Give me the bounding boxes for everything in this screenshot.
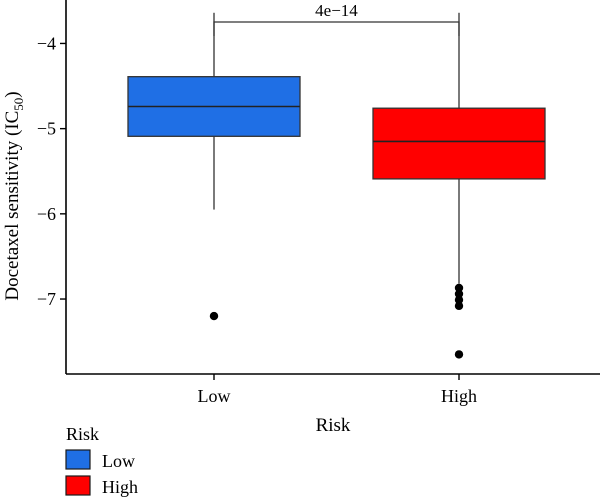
- legend-label-low: Low: [102, 451, 135, 471]
- y-tick-label: −4: [37, 33, 56, 53]
- y-tick-label: −5: [37, 119, 56, 139]
- y-axis-title-close: ): [2, 91, 23, 97]
- y-axis-title-main: Docetaxel sensitivity (IC: [2, 111, 23, 301]
- p-value-label: 4e−14: [315, 1, 358, 20]
- legend: Risk Low High: [65, 424, 138, 497]
- box-body: [372, 107, 546, 180]
- outlier-point: [454, 350, 464, 359]
- outlier-point: [454, 283, 464, 293]
- y-tick-label: −7: [37, 289, 56, 309]
- x-tick-label: High: [441, 386, 477, 406]
- outlier-point: [454, 295, 464, 305]
- y-axis: −4 −5 −6 −7: [37, 0, 67, 374]
- box-low: [127, 12, 301, 321]
- x-axis: Low High: [66, 373, 600, 406]
- box-series: [127, 12, 546, 359]
- y-axis-title-subscript: 50: [11, 98, 26, 111]
- legend-swatch-high: [65, 475, 91, 496]
- outlier-point: [454, 301, 464, 311]
- outlier-point: [454, 289, 464, 299]
- bracket-line: [213, 21, 460, 36]
- legend-swatch-low: [65, 449, 91, 470]
- box-high: [372, 12, 546, 359]
- y-tick-label: −6: [37, 204, 56, 224]
- legend-title: Risk: [66, 424, 99, 444]
- x-axis-title: Risk: [316, 415, 351, 436]
- legend-label-high: High: [102, 477, 138, 497]
- x-tick-label: Low: [198, 386, 231, 406]
- outlier-point: [209, 311, 219, 321]
- comparison-bracket: 4e−14: [213, 1, 460, 36]
- y-axis-title: Docetaxel sensitivity (IC50): [2, 91, 26, 300]
